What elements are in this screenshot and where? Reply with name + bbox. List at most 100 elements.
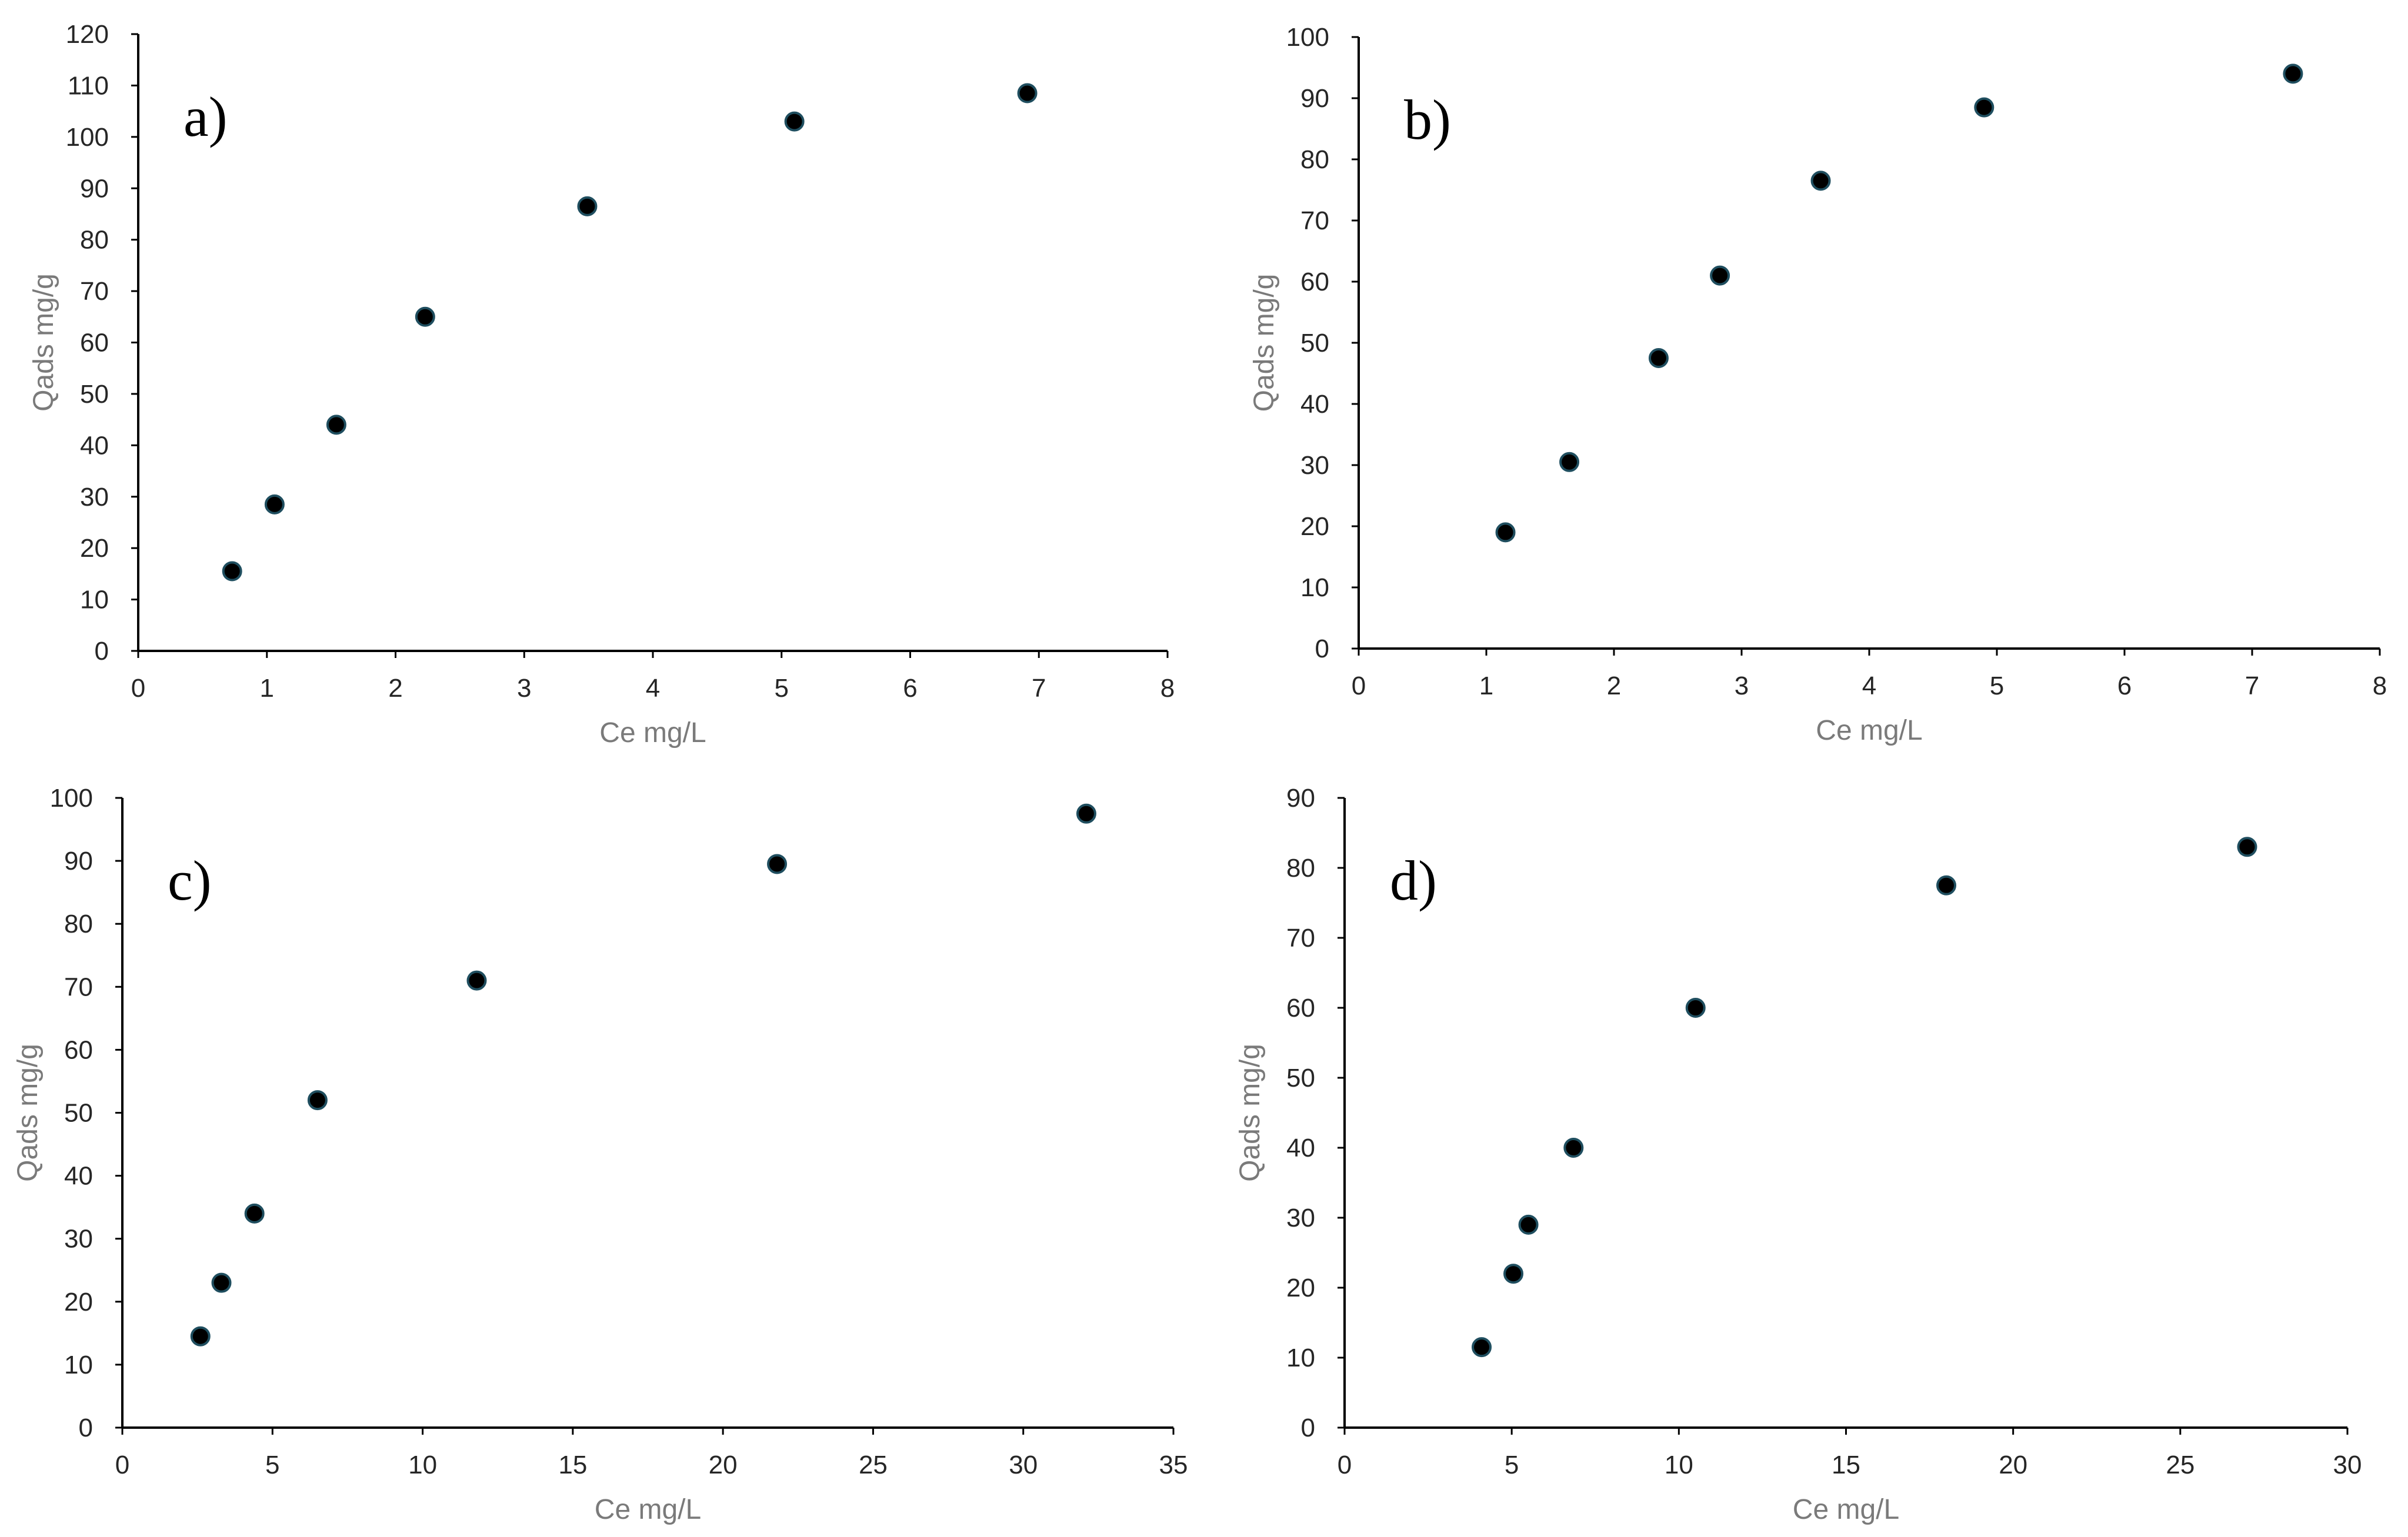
y-tick-label: 10 bbox=[80, 586, 109, 614]
y-tick-label: 40 bbox=[1300, 390, 1329, 419]
panel-label: b) bbox=[1404, 88, 1451, 151]
y-tick-label: 110 bbox=[68, 71, 109, 100]
data-point bbox=[1648, 348, 1669, 368]
y-tick-label: 90 bbox=[1286, 784, 1315, 813]
x-tick-label: 5 bbox=[265, 1451, 279, 1479]
y-tick-label: 40 bbox=[80, 431, 109, 460]
y-axis-title: Qads mg/g bbox=[1235, 1044, 1266, 1182]
panel-label: d) bbox=[1390, 849, 1437, 912]
data-point bbox=[784, 111, 805, 132]
chart-panel-1: 0 10 20 30 40 50 60 70 80 90 100 0 1 2 3 4 5 6 7 8 Ce mg/L Qa… bbox=[1249, 23, 2387, 746]
x-tick-label: 7 bbox=[1032, 674, 1046, 703]
y-tick-label: 30 bbox=[1286, 1204, 1315, 1232]
y-tick-label: 80 bbox=[1300, 145, 1329, 174]
x-tick-label: 25 bbox=[2166, 1451, 2194, 1479]
y-tick-label: 30 bbox=[1300, 451, 1329, 480]
x-axis-title: Ce mg/L bbox=[599, 717, 706, 749]
x-tick-label: 0 bbox=[131, 674, 145, 703]
y-tick-label: 20 bbox=[64, 1288, 93, 1317]
y-tick-label: 50 bbox=[80, 380, 109, 409]
y-tick-label: 10 bbox=[64, 1351, 93, 1379]
data-point bbox=[1017, 83, 1038, 103]
y-tick-label: 20 bbox=[80, 534, 109, 563]
data-point bbox=[264, 494, 285, 514]
x-tick-label: 6 bbox=[903, 674, 917, 703]
y-tick-label: 0 bbox=[79, 1414, 93, 1442]
data-point bbox=[415, 306, 435, 327]
y-tick-label: 30 bbox=[64, 1225, 93, 1254]
x-tick-label: 8 bbox=[1160, 674, 1175, 703]
y-tick-label: 100 bbox=[1286, 23, 1329, 52]
x-tick-label: 6 bbox=[2117, 671, 2132, 700]
y-tick-label: 70 bbox=[1286, 924, 1315, 953]
data-point bbox=[1518, 1214, 1539, 1235]
y-tick-label: 20 bbox=[1300, 512, 1329, 541]
y-tick-label: 80 bbox=[1286, 854, 1315, 883]
y-tick-label: 60 bbox=[1286, 994, 1315, 1023]
y-tick-label: 40 bbox=[64, 1162, 93, 1191]
x-tick-label: 0 bbox=[115, 1451, 129, 1479]
y-tick-label: 70 bbox=[64, 973, 93, 1001]
data-point bbox=[1685, 998, 1706, 1018]
data-point bbox=[577, 196, 598, 216]
y-tick-label: 50 bbox=[1286, 1064, 1315, 1092]
x-tick-label: 4 bbox=[646, 674, 660, 703]
x-tick-label: 15 bbox=[558, 1451, 587, 1479]
data-point bbox=[2283, 64, 2303, 84]
data-point bbox=[190, 1326, 211, 1346]
y-tick-label: 30 bbox=[80, 483, 109, 512]
data-point bbox=[1495, 522, 1516, 543]
x-tick-label: 3 bbox=[517, 674, 531, 703]
x-tick-label: 5 bbox=[1505, 1451, 1519, 1479]
chart-panel-0: 0 10 20 30 40 50 60 70 80 90 100 110 120 0 1 2 3 4 5 6 7 8 Ce … bbox=[28, 20, 1175, 749]
x-tick-label: 1 bbox=[260, 674, 274, 703]
y-tick-label: 0 bbox=[1315, 634, 1329, 663]
x-tick-label: 5 bbox=[775, 674, 789, 703]
x-tick-label: 5 bbox=[1990, 671, 2004, 700]
x-tick-label: 0 bbox=[1352, 671, 1366, 700]
y-tick-label: 20 bbox=[1286, 1274, 1315, 1302]
data-point bbox=[1559, 452, 1580, 472]
x-axis-title: Ce mg/L bbox=[595, 1494, 701, 1525]
y-tick-label: 0 bbox=[95, 637, 109, 666]
data-point bbox=[326, 415, 346, 435]
y-tick-label: 60 bbox=[1300, 268, 1329, 296]
y-tick-label: 70 bbox=[80, 277, 109, 306]
x-tick-label: 0 bbox=[1338, 1451, 1352, 1479]
x-axis-title: Ce mg/L bbox=[1793, 1494, 1899, 1525]
y-tick-label: 60 bbox=[80, 329, 109, 357]
data-point bbox=[1503, 1264, 1524, 1284]
y-tick-label: 0 bbox=[1301, 1414, 1315, 1442]
data-point bbox=[1472, 1337, 1492, 1358]
y-tick-label: 70 bbox=[1300, 206, 1329, 235]
y-tick-label: 120 bbox=[66, 20, 109, 49]
y-tick-label: 90 bbox=[1300, 84, 1329, 113]
x-tick-label: 1 bbox=[1479, 671, 1493, 700]
data-point bbox=[1810, 171, 1831, 191]
x-tick-label: 20 bbox=[1999, 1451, 2027, 1479]
x-tick-label: 20 bbox=[709, 1451, 738, 1479]
data-point bbox=[1936, 875, 1956, 896]
data-point bbox=[1076, 803, 1096, 824]
chart-panel-3: 0 10 20 30 40 50 60 70 80 90 0 5 10 15 20 25 30 Ce mg/L Qa… bbox=[1235, 784, 2362, 1525]
y-tick-label: 60 bbox=[64, 1035, 93, 1064]
data-point bbox=[767, 854, 788, 874]
data-point bbox=[307, 1090, 328, 1111]
y-tick-label: 50 bbox=[64, 1099, 93, 1128]
panel-label: a) bbox=[184, 85, 228, 148]
x-tick-label: 30 bbox=[1009, 1451, 1038, 1479]
y-tick-label: 100 bbox=[50, 784, 93, 813]
data-point bbox=[211, 1272, 232, 1293]
y-tick-label: 50 bbox=[1300, 329, 1329, 357]
x-tick-label: 30 bbox=[2333, 1451, 2362, 1479]
y-tick-label: 10 bbox=[1286, 1344, 1315, 1372]
y-tick-label: 40 bbox=[1286, 1134, 1315, 1162]
x-tick-label: 4 bbox=[1862, 671, 1876, 700]
y-tick-label: 80 bbox=[64, 910, 93, 938]
y-tick-label: 100 bbox=[66, 123, 109, 152]
data-point bbox=[466, 970, 487, 991]
y-axis-title: Qads mg/g bbox=[1249, 274, 1280, 412]
y-tick-label: 10 bbox=[1300, 573, 1329, 602]
x-tick-label: 7 bbox=[2245, 671, 2259, 700]
